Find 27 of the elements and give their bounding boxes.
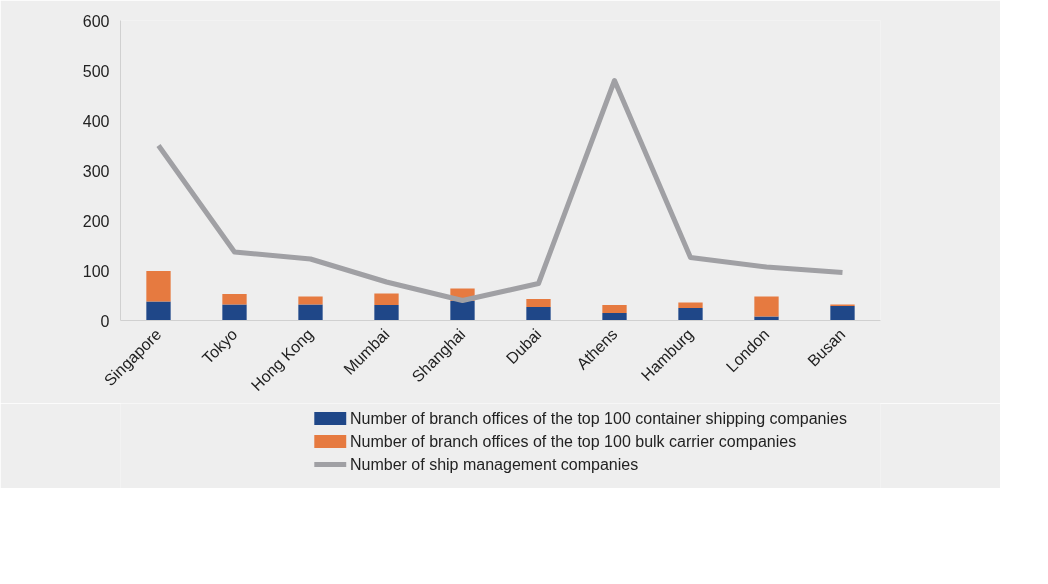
- bar: [526, 299, 551, 307]
- bar: [222, 304, 247, 321]
- bar: [754, 296, 779, 317]
- bar: [602, 305, 627, 313]
- y-tick-label: 500: [82, 62, 110, 80]
- bar: [830, 306, 855, 321]
- bar: [526, 307, 551, 321]
- y-tick-label: 200: [82, 212, 110, 230]
- bar: [146, 301, 171, 321]
- bar: [146, 271, 171, 302]
- bar: [374, 293, 399, 305]
- legend-label: Number of ship management companies: [350, 456, 639, 473]
- bar: [678, 302, 703, 308]
- bar: [602, 313, 627, 321]
- bar: [298, 296, 323, 305]
- y-tick-label: 400: [82, 112, 110, 130]
- bar: [222, 294, 247, 305]
- y-tick-label: 600: [82, 12, 110, 30]
- bar: [450, 301, 475, 321]
- bar: [298, 304, 323, 321]
- y-tick-label: 0: [100, 312, 110, 330]
- bar: [374, 305, 399, 321]
- bar: [678, 308, 703, 321]
- legend-label: Number of branch offices of the top 100 container shipping companies: [350, 410, 847, 427]
- y-tick-label: 100: [82, 262, 110, 280]
- legend-label: Number of branch offices of the top 100 bulk carrier companies: [350, 433, 797, 450]
- y-tick-label: 300: [82, 162, 110, 180]
